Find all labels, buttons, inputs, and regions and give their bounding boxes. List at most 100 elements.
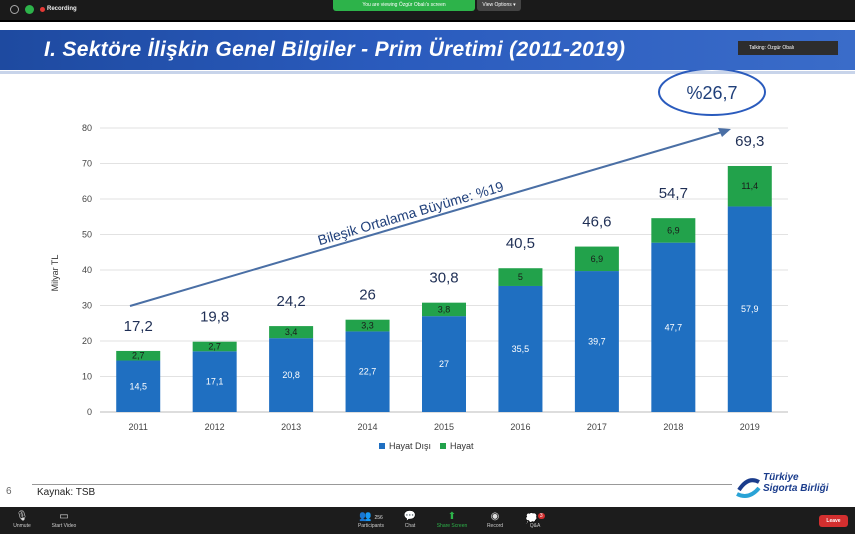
x-tick-label: 2017 bbox=[587, 422, 607, 432]
bar-hayat-disi bbox=[192, 351, 237, 412]
viewing-banner: You are viewing Özgür Obalı's screen bbox=[333, 0, 475, 11]
y-tick-label: 50 bbox=[82, 230, 92, 240]
total-label: 17,2 bbox=[124, 318, 153, 335]
view-options-label: View Options bbox=[482, 2, 512, 8]
bar-value-label: 47,7 bbox=[665, 322, 683, 332]
legend-label-hayat-disi: Hayat Dışı bbox=[389, 441, 431, 451]
shield-icon[interactable] bbox=[25, 5, 34, 14]
total-label: 46,6 bbox=[582, 214, 611, 231]
participants-label: Participants bbox=[357, 523, 385, 529]
footer-divider bbox=[32, 484, 732, 485]
x-tick-label: 2013 bbox=[281, 422, 301, 432]
chat-button[interactable]: 💬 Chat bbox=[390, 510, 430, 529]
bar-value-label: 35,5 bbox=[512, 344, 530, 354]
bar-value-label: 2,7 bbox=[208, 342, 221, 352]
bar-value-label: 3,4 bbox=[285, 327, 298, 337]
bar-value-label: 22,7 bbox=[359, 367, 377, 377]
bar-value-label: 11,4 bbox=[741, 181, 758, 191]
recording-label: Recording bbox=[47, 6, 77, 12]
total-label: 40,5 bbox=[506, 235, 535, 252]
x-tick-label: 2018 bbox=[663, 422, 683, 432]
view-options-button[interactable]: View Options ▾ bbox=[477, 0, 521, 11]
bar-hayat bbox=[574, 246, 619, 272]
unmute-label: Unmute bbox=[13, 523, 31, 529]
y-tick-label: 80 bbox=[82, 123, 92, 133]
total-label: 69,3 bbox=[735, 133, 764, 150]
y-tick-label: 30 bbox=[82, 301, 92, 311]
record-icon: ◉ bbox=[490, 511, 500, 522]
bar-hayat-disi bbox=[727, 206, 772, 412]
bar-value-label: 2,7 bbox=[132, 351, 145, 361]
qa-icon: 💭 3 bbox=[525, 513, 545, 525]
legend-swatch-hayat bbox=[440, 443, 446, 449]
start-video-button[interactable]: ▭ Start Video bbox=[44, 510, 84, 529]
y-tick-label: 40 bbox=[82, 265, 92, 275]
zoom-top-bar: Recording You are viewing Özgür Obalı's … bbox=[0, 0, 855, 20]
x-axis-ticks: 2011 2012 2013 2014 2015 2016 2017 2018 2019 bbox=[129, 422, 760, 432]
chart-legend: Hayat Dışı Hayat bbox=[379, 441, 474, 451]
bar-value-label: 3,8 bbox=[438, 304, 451, 314]
bar-value-label: 27 bbox=[439, 359, 449, 369]
y-axis-ticks: 0 10 20 30 40 50 60 70 80 bbox=[82, 123, 92, 417]
bar-hayat bbox=[345, 319, 390, 332]
chart-bars: 14,5 2,7 17,1 2,7 20,8 3,4 22,7 3,3 27 3,8 35,5 5 39… bbox=[116, 165, 772, 412]
total-label: 19,8 bbox=[200, 309, 229, 326]
record-button[interactable]: ◉ Record bbox=[475, 510, 515, 529]
bar-value-label: 39,7 bbox=[588, 337, 606, 347]
share-screen-button[interactable]: ⬆ Share Screen bbox=[432, 510, 472, 529]
video-off-icon: ▭ bbox=[59, 511, 69, 522]
growth-ellipse bbox=[658, 70, 766, 116]
y-tick-label: 20 bbox=[82, 336, 92, 346]
bar-value-label: 57,9 bbox=[741, 304, 759, 314]
bar-value-label: 17,1 bbox=[206, 377, 224, 387]
recording-dot-icon bbox=[40, 7, 45, 12]
bar-value-label: 6,9 bbox=[667, 225, 680, 235]
x-tick-label: 2012 bbox=[205, 422, 225, 432]
qa-button[interactable]: 💭 3 Q&A bbox=[515, 510, 555, 529]
bar-hayat-disi bbox=[651, 242, 696, 412]
logo-line2: Sigorta Birliği bbox=[763, 483, 829, 494]
bar-hayat-disi bbox=[116, 360, 161, 412]
bar-hayat bbox=[651, 218, 696, 243]
start-video-label: Start Video bbox=[51, 523, 77, 529]
bar-hayat bbox=[269, 326, 314, 339]
page-title: I. Sektöre İlişkin Genel Bilgiler - Prim… bbox=[44, 38, 626, 61]
bar-hayat bbox=[727, 165, 772, 207]
leave-button[interactable]: Leave bbox=[819, 515, 848, 527]
zoom-toolbar: 🎙 Unmute ▭ Start Video 👥 256 Participant… bbox=[0, 507, 855, 534]
record-label: Record bbox=[486, 523, 504, 529]
participants-button[interactable]: 👥 256 Participants bbox=[351, 510, 391, 529]
y-tick-label: 70 bbox=[82, 159, 92, 169]
bar-value-label: 3,3 bbox=[361, 321, 374, 331]
tsb-logo-icon bbox=[736, 478, 761, 498]
bar-value-label: 20,8 bbox=[282, 370, 300, 380]
y-tick-label: 10 bbox=[82, 372, 92, 382]
source-note: Kaynak: TSB bbox=[37, 487, 96, 498]
total-label: 26 bbox=[359, 287, 376, 304]
growth-note: %26,7 bbox=[686, 83, 737, 103]
chart: 0 10 20 30 40 50 60 70 80 Milyar TL 14,5 2,7 17,1 2… bbox=[50, 70, 788, 451]
info-icon[interactable] bbox=[10, 5, 19, 14]
bar-value-label: 5 bbox=[518, 272, 523, 282]
bar-hayat bbox=[498, 268, 543, 286]
unmute-button[interactable]: 🎙 Unmute bbox=[2, 510, 42, 529]
y-tick-label: 0 bbox=[87, 407, 92, 417]
x-tick-label: 2015 bbox=[434, 422, 454, 432]
growth-arrow bbox=[129, 131, 723, 307]
total-label: 30,8 bbox=[429, 270, 458, 287]
y-axis-label: Milyar TL bbox=[50, 255, 60, 292]
bar-value-label: 6,9 bbox=[591, 254, 604, 264]
bar-hayat bbox=[192, 341, 237, 352]
bar-hayat bbox=[116, 350, 161, 361]
qa-badge: 3 bbox=[537, 513, 545, 519]
x-tick-label: 2011 bbox=[129, 422, 148, 432]
growth-arrow-head bbox=[718, 128, 731, 137]
cagr-label: Bileşik Ortalama Büyüme: %19 bbox=[316, 178, 506, 248]
bar-hayat-disi bbox=[422, 316, 466, 412]
bar-hayat-disi bbox=[574, 271, 619, 412]
slide-number: 6 bbox=[6, 486, 12, 497]
y-tick-label: 60 bbox=[82, 194, 92, 204]
total-label: 24,2 bbox=[277, 293, 306, 310]
logo-line1: Türkiye bbox=[763, 472, 799, 483]
title-band: I. Sektöre İlişkin Genel Bilgiler - Prim… bbox=[0, 30, 855, 74]
